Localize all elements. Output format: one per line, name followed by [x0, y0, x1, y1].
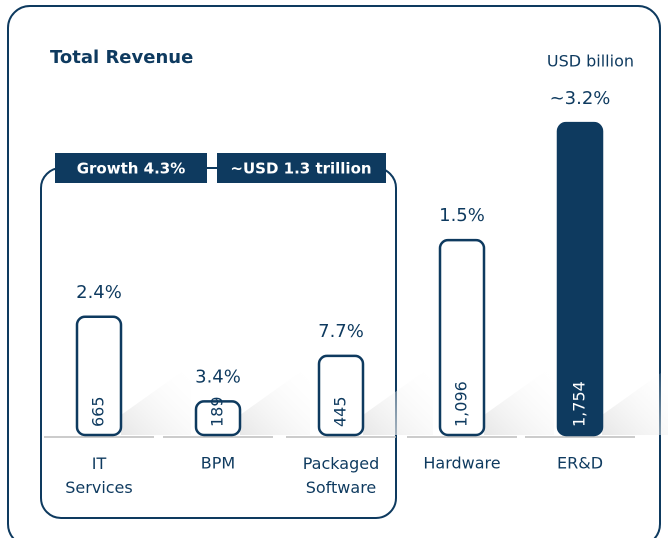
- bar: [556, 121, 604, 437]
- value-label: 445: [331, 396, 350, 427]
- unit-label: USD billion: [547, 52, 634, 71]
- annotation: ~USD 1.3 trillion: [230, 160, 371, 178]
- growth-label: ~3.2%: [550, 88, 611, 109]
- growth-label: 2.4%: [76, 282, 122, 303]
- growth-label: 7.7%: [318, 321, 364, 342]
- value-label: 1,096: [452, 381, 471, 427]
- growth-label: 1.5%: [439, 205, 485, 226]
- frame: [7, 5, 661, 538]
- annotation-box: [217, 153, 386, 183]
- bar: [194, 400, 242, 437]
- bar-shadow: [121, 365, 191, 435]
- value-label: 189: [208, 396, 227, 427]
- x-tick-label: Packaged Software: [303, 454, 379, 497]
- bar-shadow: [363, 365, 433, 435]
- annotation: Growth 4.3%: [77, 160, 186, 178]
- chart-title: Total Revenue: [50, 47, 193, 68]
- x-tick-label: ER&D: [557, 454, 603, 473]
- value-label: 665: [89, 396, 108, 427]
- x-tick-label: IT Services: [65, 454, 132, 497]
- bar-shadow: [484, 365, 554, 435]
- growth-label: 3.4%: [195, 366, 241, 387]
- annotation-box: [55, 153, 207, 183]
- bar-shadow: [602, 367, 668, 435]
- x-tick-label: BPM: [201, 454, 235, 473]
- value-label: 1,754: [570, 381, 589, 427]
- bar: [75, 315, 123, 437]
- x-tick-label: Hardware: [423, 454, 500, 473]
- bar: [438, 238, 486, 437]
- bar-shadow: [240, 365, 310, 435]
- bar: [317, 354, 365, 437]
